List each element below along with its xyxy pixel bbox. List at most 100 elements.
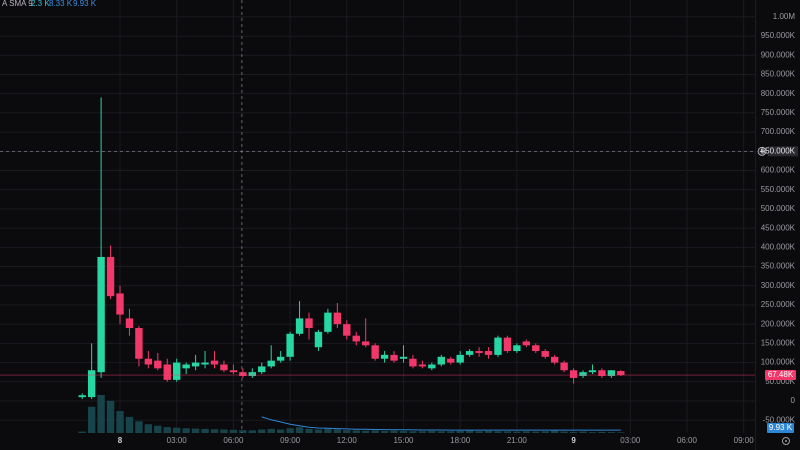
candle-body bbox=[437, 356, 445, 365]
candle-body bbox=[87, 370, 96, 398]
candles bbox=[78, 97, 625, 400]
last-price-label: 67.48K bbox=[768, 370, 794, 379]
volume-bar bbox=[220, 429, 228, 433]
candle-body bbox=[456, 354, 464, 363]
candle-body bbox=[569, 370, 578, 378]
volume-bar bbox=[598, 431, 606, 433]
volume-bar bbox=[513, 431, 521, 433]
overlay: 67.48K 9.93 K 650.000K bbox=[0, 0, 798, 433]
x-tick-label: 8 bbox=[118, 436, 123, 445]
x-tick-label: 21:00 bbox=[507, 436, 528, 445]
candle-body bbox=[607, 370, 616, 377]
candle-body bbox=[239, 372, 247, 377]
candle-body bbox=[78, 395, 86, 398]
candle-body bbox=[135, 328, 143, 359]
volume-bar bbox=[267, 428, 275, 433]
plus-sign bbox=[760, 149, 764, 154]
volume-bar bbox=[314, 429, 323, 433]
candle-body bbox=[598, 370, 606, 377]
y-tick-label: 1.00M bbox=[773, 12, 796, 21]
volume-bar bbox=[239, 430, 247, 433]
y-tick-label: 500.000K bbox=[761, 204, 796, 213]
candle-body bbox=[588, 370, 597, 373]
volume-bar bbox=[116, 411, 124, 433]
x-tick-label: 03:00 bbox=[167, 436, 188, 445]
candle-body bbox=[418, 364, 427, 367]
volume-bar bbox=[494, 431, 502, 433]
candle-body bbox=[210, 360, 219, 365]
volume-bar bbox=[484, 430, 493, 433]
candle-body bbox=[314, 331, 323, 348]
volume-bar bbox=[399, 430, 408, 433]
y-tick-label: 150.000K bbox=[761, 338, 796, 347]
x-tick-label: 9 bbox=[571, 436, 576, 445]
y-tick-label: 850.000K bbox=[761, 70, 796, 79]
volume-bar bbox=[409, 431, 417, 433]
crosshair-label-box bbox=[768, 146, 798, 157]
candle-body bbox=[333, 312, 342, 325]
candle-body bbox=[494, 337, 502, 355]
volume-bar bbox=[87, 406, 96, 433]
settings-icon[interactable] bbox=[782, 437, 790, 445]
volume-bar bbox=[333, 429, 342, 433]
volume-bar bbox=[324, 428, 332, 433]
candle-body bbox=[163, 364, 171, 380]
volume-bar bbox=[550, 430, 559, 433]
candle-body bbox=[295, 318, 304, 334]
candle-body bbox=[465, 351, 474, 355]
crosshair-plus[interactable] bbox=[757, 146, 767, 156]
volume-pane bbox=[78, 395, 625, 433]
candle-body bbox=[154, 360, 162, 369]
volume-bar bbox=[173, 427, 181, 433]
candle-body bbox=[125, 318, 134, 329]
volume-bar bbox=[352, 430, 360, 433]
candle-body bbox=[343, 324, 351, 336]
candle-body bbox=[352, 335, 360, 342]
x-tick-label: 06:00 bbox=[677, 436, 698, 445]
candle-body bbox=[560, 362, 568, 371]
y-tick-label: 250.000K bbox=[761, 300, 796, 309]
volume-bar bbox=[154, 425, 162, 433]
volume-bar bbox=[588, 432, 597, 433]
y-tick-label: 300.000K bbox=[761, 281, 796, 290]
candle-body bbox=[220, 364, 228, 371]
candle-body bbox=[362, 341, 370, 346]
y-tick-label: 600.000K bbox=[761, 166, 796, 175]
crosshair-label: 650.000K bbox=[761, 146, 796, 155]
candle-body bbox=[475, 351, 483, 353]
volume-bar bbox=[248, 430, 256, 433]
x-tick-label: 03:00 bbox=[620, 436, 641, 445]
x-tick-label: 06:00 bbox=[223, 436, 244, 445]
y-tick-label: 750.000K bbox=[761, 108, 796, 117]
candle-body bbox=[409, 358, 417, 367]
candle-body bbox=[513, 345, 521, 352]
y-tick-label: 900.000K bbox=[761, 50, 796, 59]
candle-body bbox=[106, 256, 115, 297]
y-tick-label: -50.000K bbox=[763, 415, 796, 424]
y-tick-label: 350.000K bbox=[761, 262, 796, 271]
candle-body bbox=[399, 356, 408, 359]
candle-body bbox=[201, 362, 209, 365]
volume-bar bbox=[343, 430, 351, 433]
candle-body bbox=[229, 370, 238, 373]
volume-bar bbox=[125, 416, 134, 433]
volume-bar bbox=[541, 431, 549, 433]
candle-body bbox=[447, 358, 455, 363]
volume-sma-box bbox=[767, 423, 794, 433]
volume-bar bbox=[78, 431, 86, 433]
candle-body bbox=[532, 345, 540, 352]
y-tick-label: 100.000K bbox=[761, 358, 796, 367]
y-tick-label: 550.000K bbox=[761, 185, 796, 194]
candle-body bbox=[371, 345, 379, 359]
candle-body bbox=[97, 256, 105, 373]
y-tick-label: 0 bbox=[791, 396, 796, 405]
candle-body bbox=[305, 318, 313, 329]
volume-bar bbox=[276, 429, 285, 433]
volume-bar bbox=[371, 430, 379, 433]
volume-bar bbox=[475, 431, 483, 433]
y-tick-label: 700.000K bbox=[761, 127, 796, 136]
candle-body bbox=[579, 372, 587, 377]
x-tick-label: 15:00 bbox=[393, 436, 414, 445]
